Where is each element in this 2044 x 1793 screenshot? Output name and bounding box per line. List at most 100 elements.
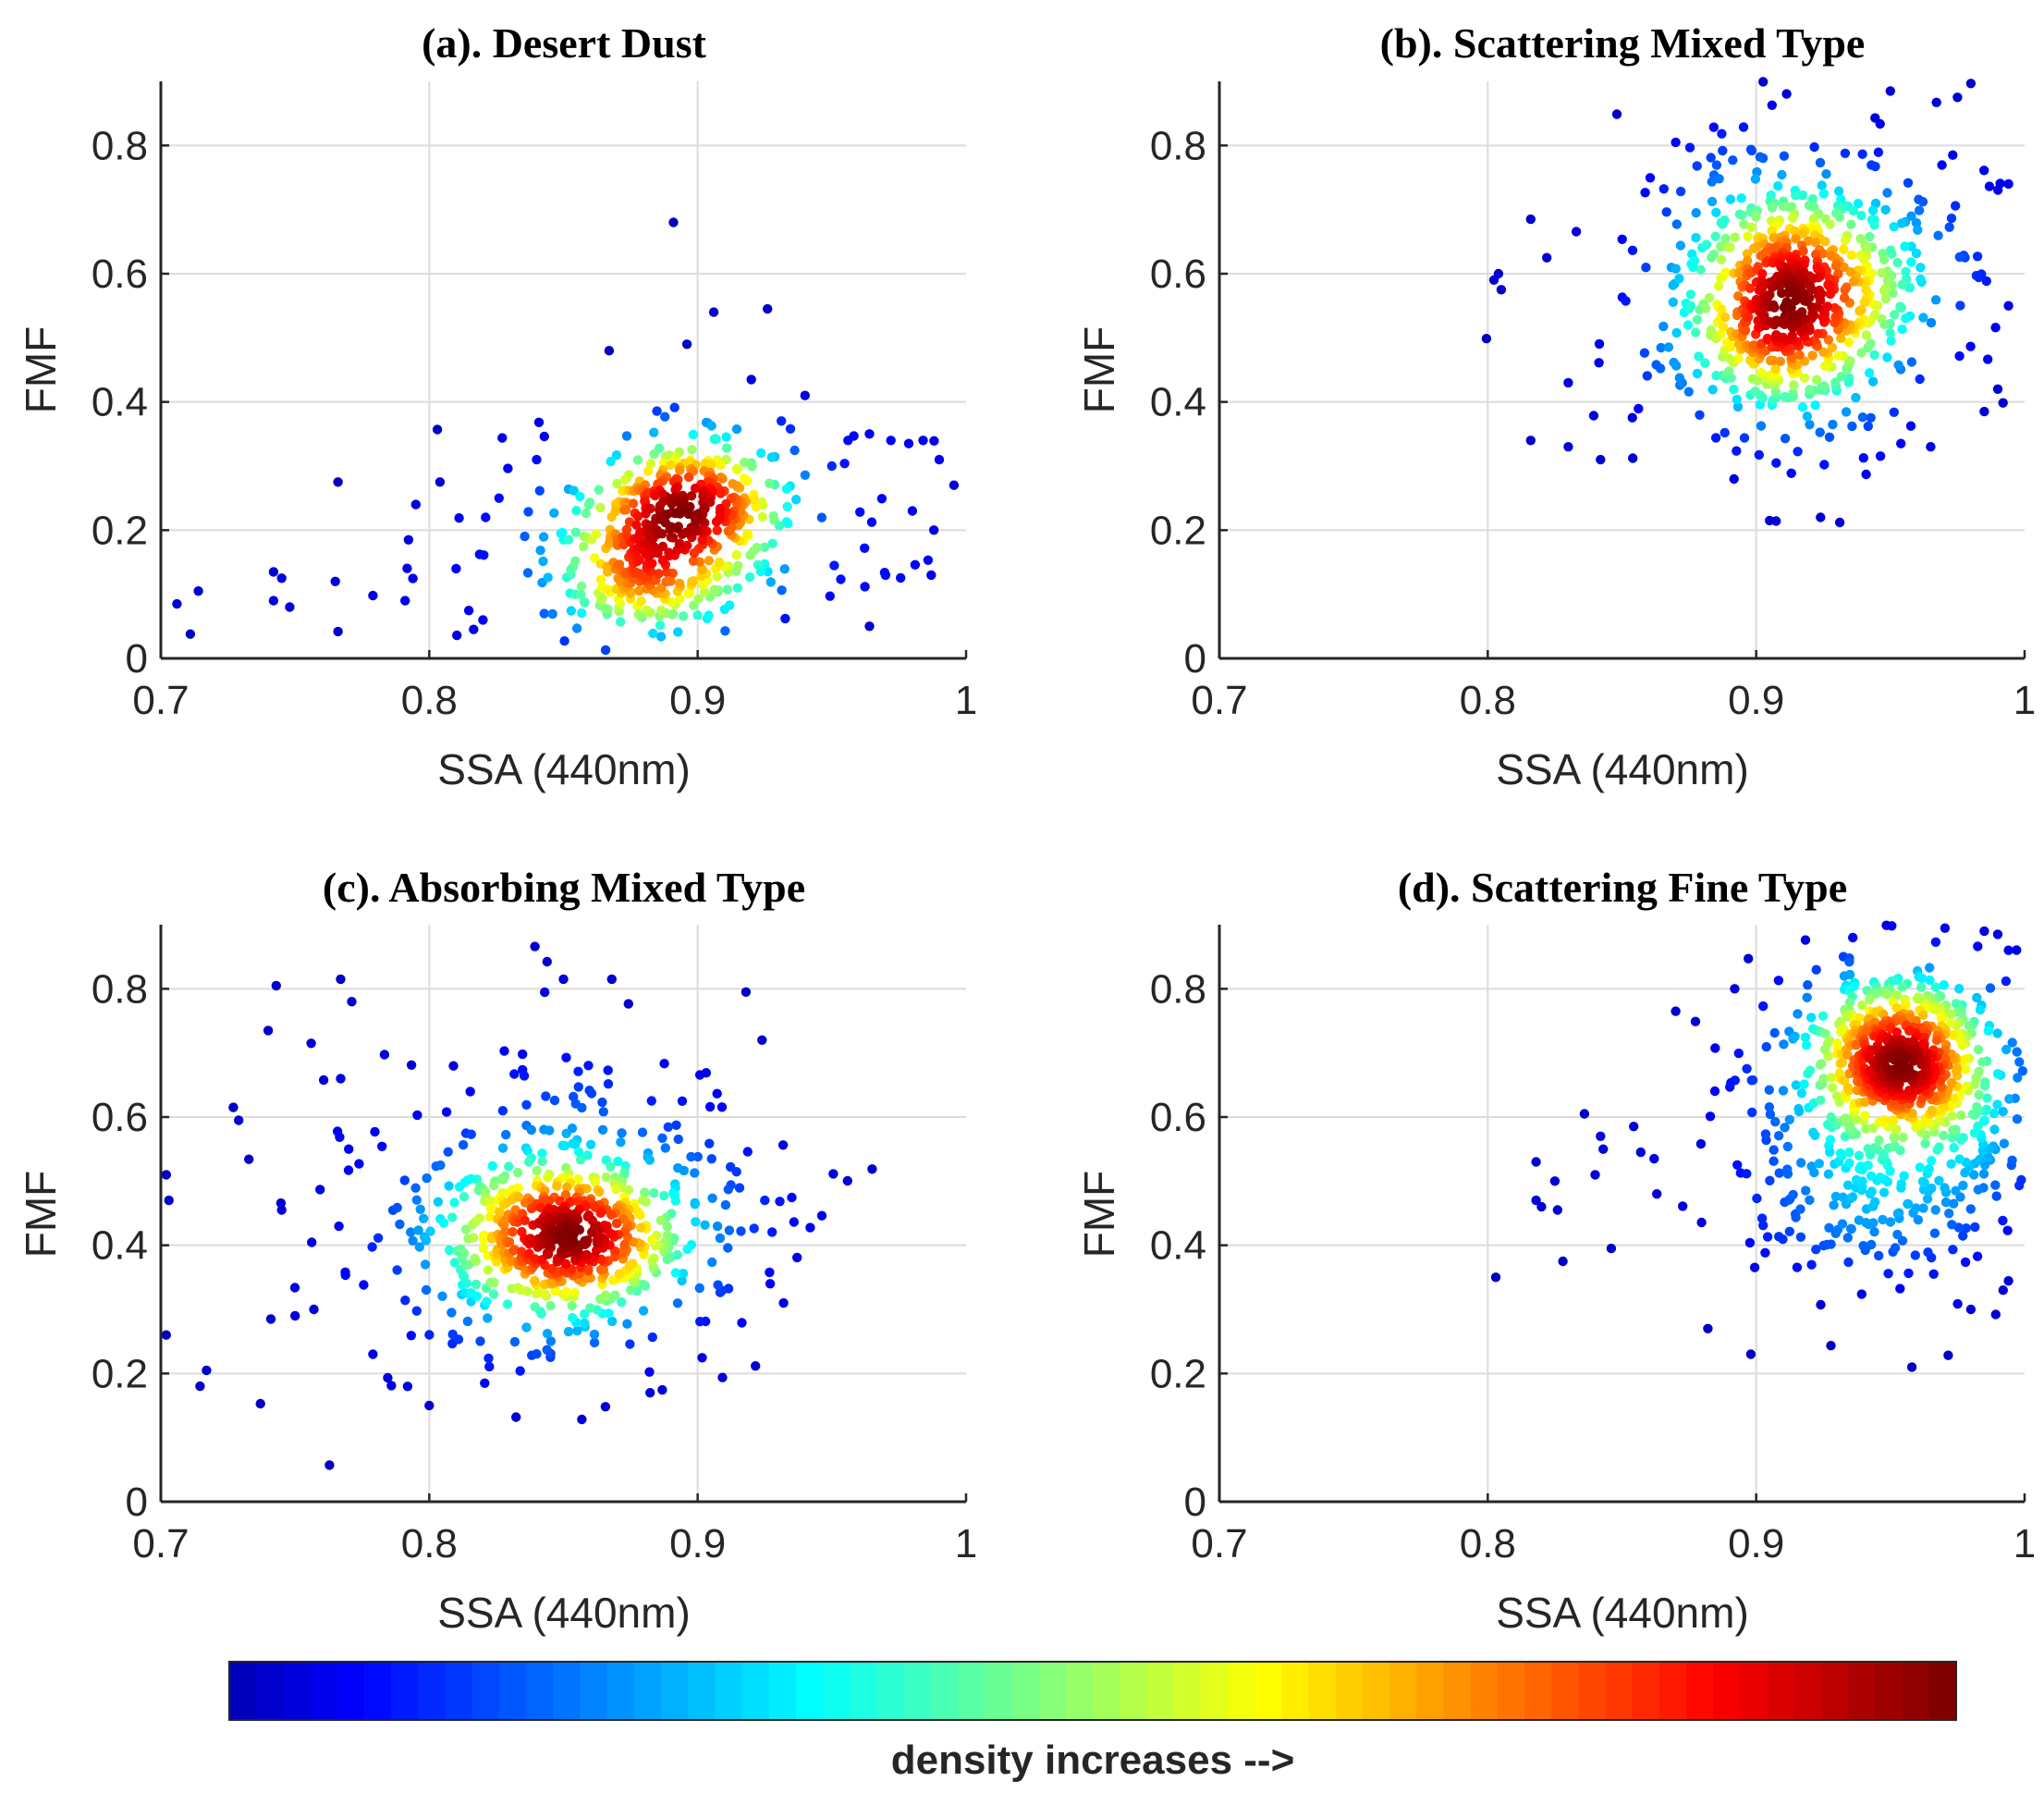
panel-b-point — [1671, 219, 1683, 229]
panel-b-point — [1797, 228, 1807, 239]
panel-a-point — [907, 506, 918, 516]
panel-c-point — [469, 1233, 479, 1243]
panel-d-point — [1934, 1116, 1944, 1126]
panel-b-point — [1707, 177, 1718, 187]
panel-d-point — [1782, 1141, 1793, 1152]
panel-b-point — [1805, 385, 1815, 395]
panel-a-point — [829, 560, 839, 571]
panel-a-point — [686, 491, 697, 501]
panel-b-point — [1714, 174, 1724, 184]
panel-c-point — [335, 1132, 345, 1143]
colorbar-segment — [1470, 1662, 1499, 1720]
panel-d-point — [1774, 1168, 1784, 1178]
panel-d-point — [1842, 1083, 1854, 1093]
panel-c-point — [307, 1237, 317, 1247]
panel-c-point — [559, 1140, 570, 1151]
panel-c-point — [561, 1052, 571, 1062]
panel-a-point — [654, 569, 664, 579]
panel-b-point — [1944, 222, 1954, 232]
panel-d-point — [1558, 1256, 1568, 1267]
panel-d-point — [1992, 1028, 2002, 1038]
panel-a-point — [649, 448, 659, 460]
colorbar: density increases --> — [228, 1661, 1957, 1783]
panel-a-point — [687, 445, 697, 455]
panel-b-point — [1880, 204, 1891, 215]
panel-d-point — [1924, 1164, 1934, 1174]
panel-c-point — [760, 1195, 770, 1206]
panel-b-point — [1733, 353, 1744, 364]
panel-c-point — [265, 1314, 276, 1324]
panel-b-point — [1810, 400, 1820, 411]
panel-c-point — [737, 1318, 747, 1328]
panel-a-point — [604, 346, 615, 356]
panel-c-point — [586, 1088, 597, 1099]
panel-d-point — [1730, 984, 1740, 994]
panel-b-point — [1738, 122, 1749, 132]
panel-d-point — [1910, 1250, 1920, 1260]
panel-a-point — [731, 424, 742, 435]
panel-a-point — [497, 433, 508, 443]
panel-b-point — [1655, 363, 1666, 374]
panel-a-point — [632, 455, 643, 465]
panel-c-point — [392, 1202, 402, 1213]
panel-c-point — [717, 1372, 728, 1382]
panel-c-point — [244, 1154, 254, 1164]
panel-b-point — [1611, 109, 1622, 119]
panel-d-point — [1867, 1239, 1877, 1250]
panel-d-point — [2003, 945, 2013, 955]
panel-c-point — [614, 1269, 625, 1279]
panel-b-point — [1896, 218, 1907, 228]
panel-a-point — [732, 464, 742, 475]
panel-b-point — [1882, 188, 1892, 198]
panel-b-point — [1812, 375, 1822, 385]
panel-b-plot-area: 0.7 0.8 0.9 1 0 0.2 0.4 0.6 0.8 — [1150, 77, 2036, 723]
panel-a-point — [866, 517, 877, 527]
panel-c-point — [425, 1226, 435, 1236]
panel-c-point — [603, 1065, 613, 1075]
panel-d-point — [1977, 1057, 1988, 1067]
panel-a-point — [569, 485, 579, 496]
panel-b-point — [1771, 516, 1781, 526]
panel-c-point — [623, 999, 633, 1009]
panel-a-point — [704, 610, 714, 620]
panel-d-point — [1890, 1124, 1901, 1135]
panel-a-point — [603, 584, 613, 595]
panel-a-point — [463, 606, 474, 616]
panel-b-point — [1617, 234, 1627, 244]
panel-d-point — [1858, 1241, 1868, 1251]
panel-c-point — [521, 1322, 532, 1332]
panel-c-point — [740, 987, 752, 998]
panel-c-point — [569, 1139, 581, 1149]
panel-b-point — [1732, 401, 1744, 412]
panel-b-point — [1744, 312, 1754, 322]
panel-b-point — [1979, 406, 1989, 417]
panel-b-point — [1895, 301, 1905, 312]
panel-a-title: (a). Desert Dust — [422, 19, 707, 67]
panel-b-point — [1724, 366, 1734, 376]
panel-b-point — [1627, 412, 1637, 423]
panel-c-point — [383, 1372, 393, 1383]
panel-d-point — [1761, 1041, 1771, 1052]
panel-b-point — [1839, 262, 1849, 273]
panel-a-point — [595, 574, 606, 584]
panel-c-point — [161, 1330, 171, 1340]
panel-c-point — [545, 1196, 555, 1206]
panel-c-point — [540, 987, 550, 998]
panel-d-point — [1960, 1257, 1971, 1268]
panel-b-point — [1791, 234, 1801, 244]
panel-b-point — [1809, 141, 1819, 153]
panel-d-point — [1842, 1233, 1854, 1243]
panel-a-point — [276, 573, 287, 583]
panel-d-point — [1958, 1133, 1968, 1143]
panel-a-ytick-label-4: 0.8 — [92, 123, 148, 168]
panel-a-point — [268, 567, 279, 577]
panel-a-point — [709, 584, 720, 595]
panel-a-point — [612, 478, 622, 489]
panel-a-point — [539, 431, 549, 442]
panel-c-point — [659, 1190, 669, 1201]
panel-c-point — [164, 1195, 174, 1206]
panel-b-point — [1683, 387, 1695, 397]
panel-a-point — [780, 613, 790, 624]
panel-b-point — [1724, 353, 1734, 363]
panel-b-point — [1971, 270, 1982, 281]
